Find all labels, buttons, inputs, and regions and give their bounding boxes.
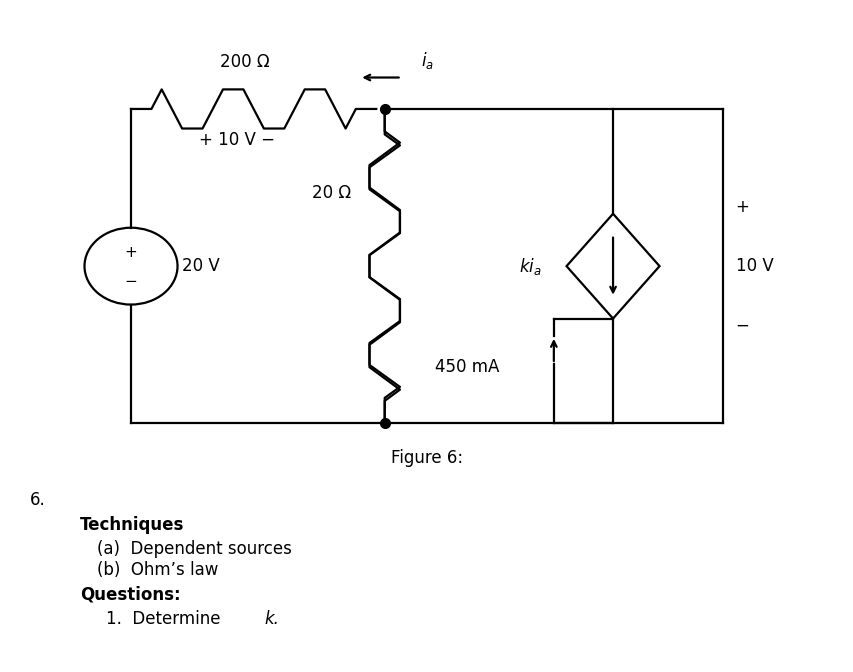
- Text: −: −: [125, 274, 137, 289]
- Text: (a)  Dependent sources: (a) Dependent sources: [97, 540, 292, 558]
- Text: 6.: 6.: [30, 491, 45, 509]
- Text: 200 Ω: 200 Ω: [220, 52, 270, 71]
- Text: (b)  Ohm’s law: (b) Ohm’s law: [97, 561, 218, 579]
- Text: 450 mA: 450 mA: [434, 358, 498, 376]
- Text: −: −: [734, 317, 749, 335]
- Text: $i_a$: $i_a$: [420, 50, 433, 71]
- Text: 20 V: 20 V: [182, 257, 219, 275]
- Text: 20 Ω: 20 Ω: [311, 183, 351, 202]
- Text: 1.  Determine: 1. Determine: [106, 610, 225, 628]
- Text: 10 V: 10 V: [734, 257, 773, 275]
- Text: $ki_a$: $ki_a$: [518, 255, 541, 277]
- Text: Figure 6:: Figure 6:: [391, 450, 462, 467]
- Text: + 10 V −: + 10 V −: [199, 132, 275, 149]
- Text: +: +: [125, 245, 137, 259]
- Text: Questions:: Questions:: [80, 585, 181, 603]
- Text: k.: k.: [264, 610, 279, 628]
- Text: Techniques: Techniques: [80, 515, 184, 534]
- Text: +: +: [734, 198, 749, 216]
